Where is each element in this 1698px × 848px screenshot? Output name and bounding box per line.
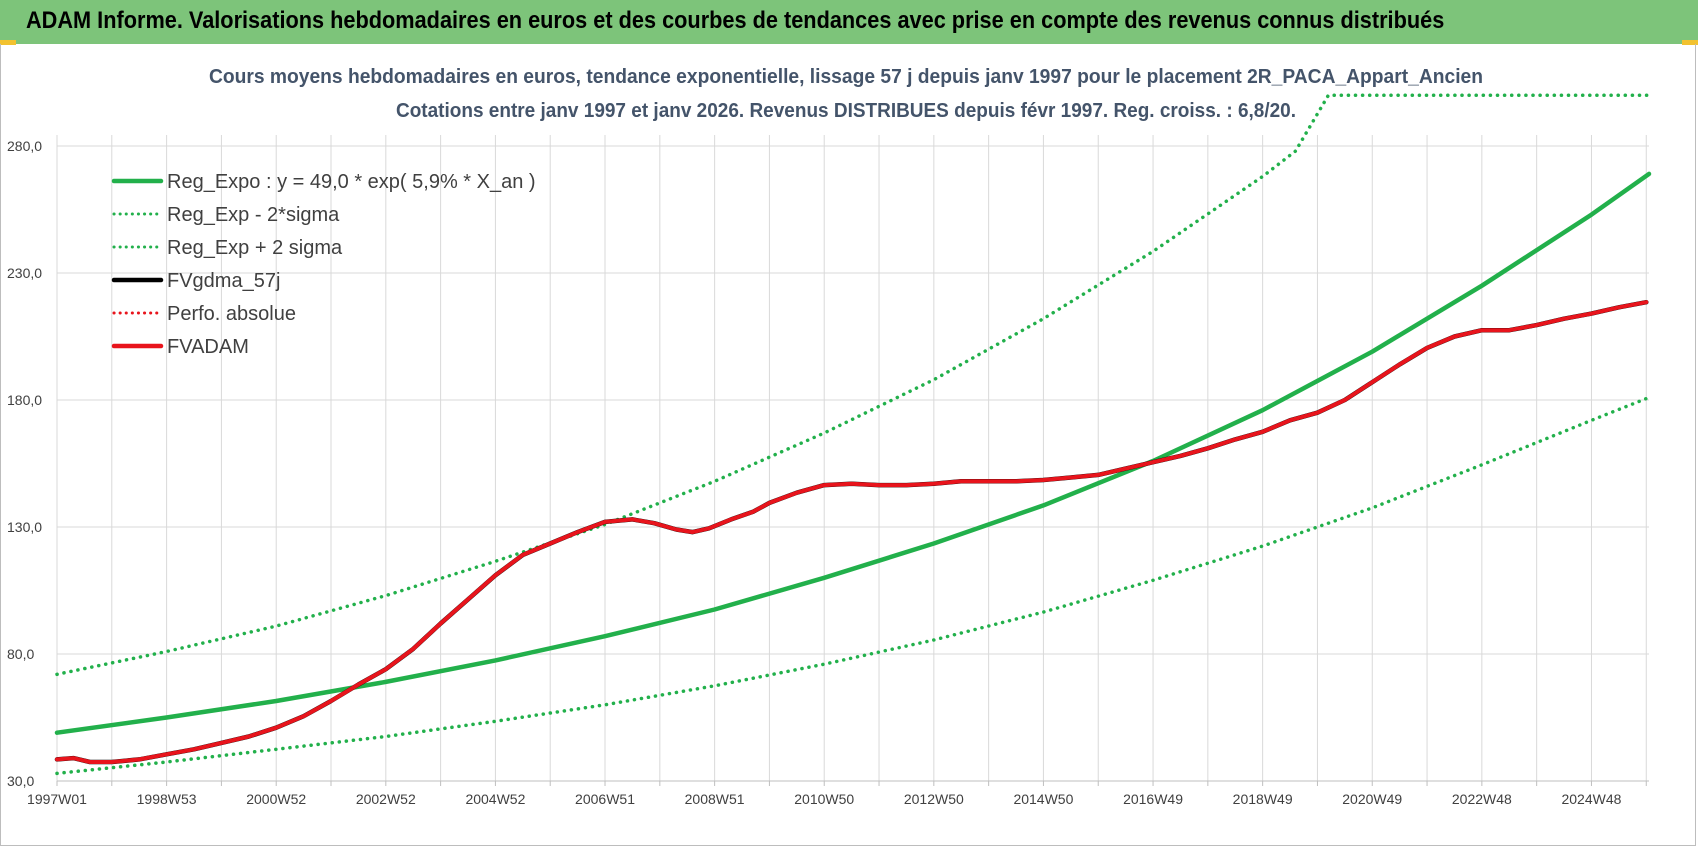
x-tick-label: 2004W52 <box>465 791 525 807</box>
legend-label: FVADAM <box>167 336 249 358</box>
corner-marker-left <box>0 40 16 45</box>
series-line-3 <box>54 299 1649 765</box>
x-tick-label: 2000W52 <box>246 791 306 807</box>
chart-title-line2: Cotations entre janv 1997 et janv 2026. … <box>396 100 1296 122</box>
series-layer <box>54 93 1652 776</box>
y-tick-label: 230,0 <box>7 265 42 281</box>
chart-area: 280,0 230,0 180,0 130,0 80,0 30,0 1997W01 1998W… <box>0 44 1696 846</box>
legend-label: Reg_Exp - 2*sigma <box>167 204 340 226</box>
legend-label: Reg_Expo : y = 49,0 * exp( 5,9% * X_an ) <box>167 171 536 193</box>
legend-label: Perfo. absolue <box>167 303 296 325</box>
x-tick-label: 2016W49 <box>1123 791 1183 807</box>
y-tick-label: 180,0 <box>7 392 42 408</box>
chart-svg: 280,0 230,0 180,0 130,0 80,0 30,0 1997W01 1998W… <box>7 66 1652 807</box>
x-tick-label: 2002W52 <box>356 791 416 807</box>
corner-marker-right <box>1682 40 1698 45</box>
y-tick-label: 80,0 <box>7 646 34 662</box>
x-tick-label: 2014W50 <box>1013 791 1073 807</box>
x-tick-label: 2018W49 <box>1233 791 1293 807</box>
series-line-1 <box>55 395 1651 776</box>
chart-title-line1: Cours moyens hebdomadaires en euros, ten… <box>209 66 1483 88</box>
grid <box>56 135 1649 782</box>
x-tick-label: 2024W48 <box>1561 791 1621 807</box>
page-title: ADAM Informe. Valorisations hebdomadaire… <box>26 7 1445 34</box>
title-bar: ADAM Informe. Valorisations hebdomadaire… <box>0 0 1698 44</box>
y-tick-label: 130,0 <box>7 519 42 535</box>
series-line-2 <box>55 93 1651 677</box>
series-line-0 <box>54 171 1652 735</box>
x-tick-label: 2022W48 <box>1452 791 1512 807</box>
x-tick-label: 2006W51 <box>575 791 635 807</box>
x-tick-label: 2020W49 <box>1342 791 1402 807</box>
x-tick-label: 1998W53 <box>137 791 197 807</box>
series-line-4 <box>55 300 1649 764</box>
legend-label: Reg_Exp + 2 sigma <box>167 237 343 259</box>
y-tick-label: 30,0 <box>7 773 34 789</box>
axes: 280,0 230,0 180,0 130,0 80,0 30,0 1997W01 1998W… <box>7 138 1649 807</box>
x-tick-label: 2012W50 <box>904 791 964 807</box>
x-tick-label: 1997W01 <box>27 791 87 807</box>
y-tick-label: 280,0 <box>7 138 42 154</box>
x-tick-label: 2010W50 <box>794 791 854 807</box>
x-tick-label: 2008W51 <box>685 791 745 807</box>
legend-label: FVgdma_57j <box>167 270 280 292</box>
legend: Reg_Expo : y = 49,0 * exp( 5,9% * X_an )… <box>111 171 536 358</box>
